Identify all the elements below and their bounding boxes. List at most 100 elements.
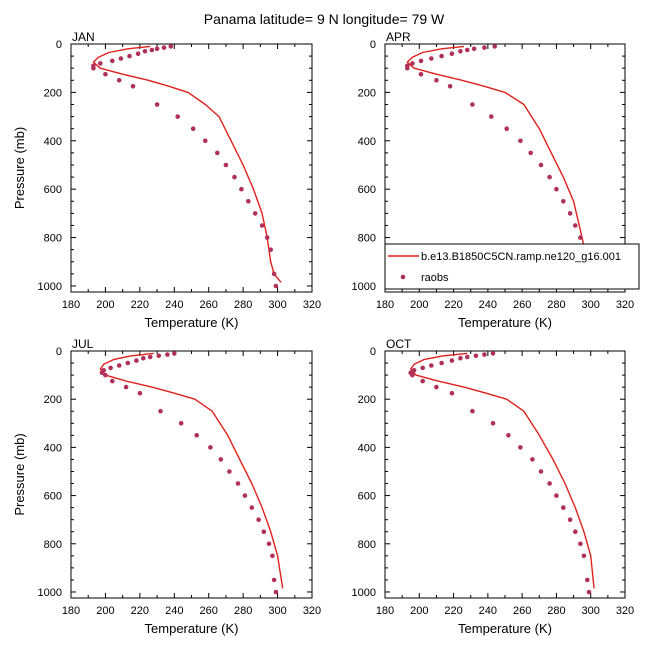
y-tick-label: 400: [358, 442, 376, 454]
raobs-point: [471, 46, 477, 52]
raobs-point: [91, 65, 96, 71]
raobs-point: [411, 368, 417, 373]
raobs-point: [465, 354, 470, 360]
y-tick-label: 400: [358, 136, 376, 148]
raobs-point: [538, 469, 544, 474]
y-tick-label: 1000: [352, 587, 376, 599]
y-tick-label: 800: [358, 233, 376, 245]
y-tick-label: 600: [44, 491, 62, 503]
raobs-point: [410, 61, 415, 66]
raobs-point: [116, 78, 122, 83]
raobs-point: [141, 355, 146, 361]
raobs-point: [447, 84, 453, 89]
raobs-point: [149, 47, 155, 53]
raobs-point: [530, 457, 535, 462]
y-tick-label: 1000: [352, 281, 376, 293]
model-profile-line: [92, 45, 282, 283]
raobs-point: [123, 384, 129, 390]
y-axis-title: Pressure (mb): [12, 433, 27, 515]
y-tick-label: 400: [44, 442, 62, 454]
panel-label: OCT: [386, 337, 412, 351]
raobs-point: [458, 49, 463, 54]
raobs-point: [125, 360, 131, 366]
raobs-point: [458, 355, 463, 361]
raobs-point: [108, 365, 113, 371]
raobs-point: [252, 211, 258, 216]
raobs-point: [235, 481, 241, 486]
raobs-point: [410, 372, 415, 378]
raobs-point: [103, 71, 108, 77]
raobs-point: [567, 517, 573, 522]
y-tick-label: 0: [370, 39, 376, 51]
raobs-point: [573, 529, 578, 534]
raobs-point: [482, 45, 487, 50]
x-tick-label: 320: [616, 299, 634, 311]
raobs-point: [98, 61, 103, 66]
x-tick-label: 200: [410, 299, 428, 311]
raobs-point: [242, 493, 248, 498]
raobs-point: [418, 58, 424, 64]
raobs-point: [142, 49, 148, 54]
raobs-point: [586, 589, 592, 595]
y-tick-label: 600: [358, 491, 376, 503]
panel-oct: OCT 180 200 220 240 260 280 300 320 0 200 400 600 800…: [352, 337, 635, 636]
x-tick-label: 240: [165, 299, 183, 311]
x-tick-label: 240: [479, 299, 497, 311]
raobs-point: [273, 283, 279, 289]
x-tick-label: 300: [268, 299, 286, 311]
raobs-point: [270, 553, 275, 559]
raobs-point: [578, 235, 583, 240]
y-tick-label: 800: [358, 539, 376, 551]
legend-model-label: b.e13.B1850C5CN.ramp.ne120_g16.001: [421, 251, 621, 263]
raobs-point: [528, 150, 533, 156]
raobs-point: [223, 162, 229, 168]
raobs-point: [175, 114, 180, 119]
raobs-point: [518, 445, 523, 450]
raobs-point: [489, 114, 494, 119]
raobs-point: [420, 378, 426, 384]
raobs-point: [439, 360, 444, 366]
raobs-point: [429, 56, 434, 61]
raobs-point: [168, 44, 174, 49]
raobs-point: [172, 351, 177, 356]
raobs-point: [110, 378, 115, 384]
raobs-point: [492, 44, 498, 49]
raobs-point: [434, 384, 439, 390]
raobs-point: [429, 363, 434, 368]
raobs-point: [470, 102, 475, 107]
x-tick-label: 300: [582, 605, 600, 617]
raobs-point: [434, 78, 439, 83]
x-axis-title: Temperature (K): [458, 621, 552, 636]
plot-frame: [384, 350, 626, 599]
y-tick-label: 800: [44, 233, 62, 245]
panel-label: APR: [386, 30, 411, 44]
x-tick-label: 180: [62, 605, 80, 617]
raobs-point: [154, 46, 160, 52]
raobs-point: [130, 84, 136, 89]
raobs-point: [137, 390, 143, 396]
raobs-point: [161, 45, 167, 50]
raobs-point: [99, 370, 105, 376]
x-tick-label: 180: [62, 299, 80, 311]
x-tick-label: 280: [234, 299, 252, 311]
raobs-point: [264, 235, 270, 240]
model-profile-line: [99, 352, 284, 589]
y-tick-label: 200: [358, 87, 376, 99]
x-tick-label: 320: [303, 605, 321, 617]
raobs-point: [118, 56, 124, 61]
raobs-point: [554, 493, 559, 498]
x-tick-label: 260: [513, 299, 531, 311]
x-tick-label: 180: [376, 605, 394, 617]
raobs-point: [573, 223, 578, 228]
raobs-point: [449, 51, 455, 56]
raobs-point: [506, 433, 511, 438]
raobs-point: [246, 199, 251, 204]
x-tick-label: 260: [513, 605, 531, 617]
x-tick-label: 200: [96, 299, 114, 311]
raobs-point: [259, 223, 265, 228]
y-tick-label: 1000: [38, 587, 62, 599]
raobs-point: [465, 47, 470, 53]
legend-box: [384, 243, 640, 290]
raobs-point: [420, 365, 426, 371]
